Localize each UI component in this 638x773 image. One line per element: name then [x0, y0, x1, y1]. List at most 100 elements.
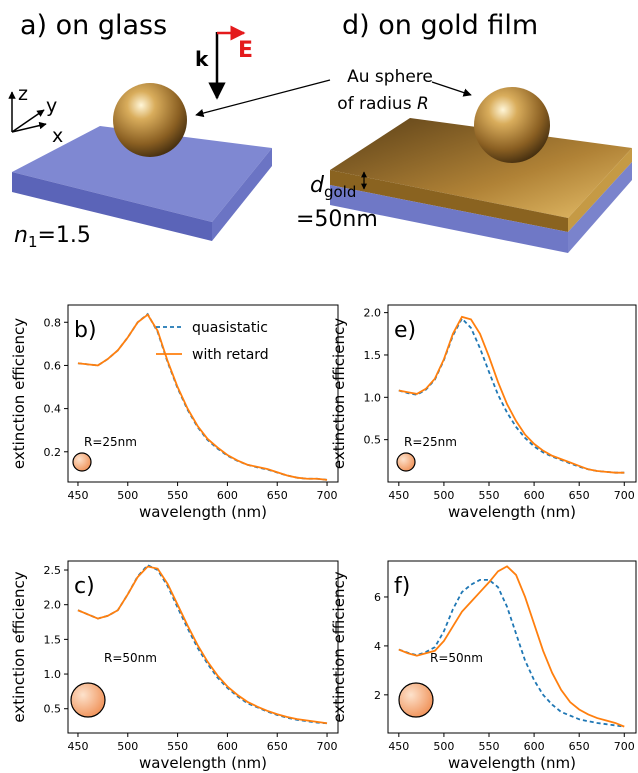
x-tick-label: 700 — [317, 740, 338, 753]
x-tick-label: 600 — [217, 740, 238, 753]
legend-label: quasistatic — [192, 320, 268, 336]
particle-icon — [398, 682, 434, 718]
series-line — [398, 578, 625, 728]
x-axis-label: wavelength (nm) — [139, 754, 267, 772]
x-tick-label: 700 — [317, 489, 338, 502]
x-tick-label: 450 — [388, 740, 409, 753]
particle-icon — [396, 452, 416, 472]
chart: 450 500 550 600 650 700 2 4 6 wavelength (nm) exti… — [330, 560, 637, 772]
gold-sphere — [474, 87, 550, 163]
x-tick-label: 550 — [479, 489, 500, 502]
thickness-subscript: gold — [324, 183, 356, 201]
x-tick-label: 700 — [614, 740, 635, 753]
legend-label: with retard — [192, 347, 269, 363]
axes-icon — [8, 91, 47, 133]
gold-film — [330, 118, 632, 253]
panel-label: f) — [394, 574, 410, 599]
sphere-label: Au sphere — [347, 67, 433, 87]
plot-area — [77, 564, 328, 725]
plot-frame — [67, 560, 339, 734]
x-tick-label: 600 — [217, 489, 238, 502]
panel-title: a) on glass — [20, 10, 167, 41]
y-tick-label: 1.5 — [44, 633, 62, 646]
x-tick-label: 650 — [569, 489, 590, 502]
plot-area — [398, 315, 625, 474]
series-line — [398, 565, 625, 728]
chart: 450 500 550 600 650 700 0.5 1.0 1.5 2.0 2.5 wavelen… — [10, 560, 339, 772]
x-tick-label: 650 — [569, 740, 590, 753]
particle-icon — [70, 682, 106, 718]
y-axis-label: extinction efficiency — [10, 571, 28, 722]
y-axis-label: extinction efficiency — [10, 318, 28, 469]
y-tick-label: 0.8 — [44, 316, 62, 329]
x-axis-label: wavelength (nm) — [448, 503, 576, 521]
x-tick-label: 450 — [67, 740, 88, 753]
y-tick-label: 1.0 — [44, 668, 62, 681]
x-tick-label: 500 — [433, 740, 454, 753]
y-tick-label: 0.4 — [44, 403, 62, 416]
index-value: =1.5 — [38, 223, 91, 248]
y-tick-label: 0.2 — [44, 446, 62, 459]
e-label: E — [238, 38, 253, 63]
callout-arrow — [195, 79, 331, 118]
plot-frame — [387, 304, 637, 483]
x-tick-label: 600 — [524, 740, 545, 753]
x-axis-label: wavelength (nm) — [448, 754, 576, 772]
thickness-value: =50nm — [296, 207, 378, 232]
thickness-label: dgold — [310, 173, 356, 201]
thickness-symbol: d — [310, 173, 325, 198]
index-symbol: n — [14, 223, 28, 248]
y-tick-label: 0.5 — [44, 703, 62, 716]
x-tick-label: 500 — [117, 489, 138, 502]
plot-frame — [387, 560, 637, 734]
y-tick-label: 0.6 — [44, 359, 62, 372]
series-line — [77, 312, 328, 481]
glass-substrate — [12, 126, 272, 241]
panel-label: b) — [74, 318, 97, 343]
panel-label: e) — [394, 318, 416, 343]
particle-icon — [72, 452, 92, 472]
panel-label: c) — [74, 574, 95, 599]
axis-z-label: z — [18, 83, 28, 105]
chart: 450 500 550 600 650 700 0.2 0.4 0.6 0.8 wavelength… — [10, 304, 339, 521]
series-line — [77, 565, 328, 725]
annotation: R=25nm — [84, 435, 137, 449]
x-tick-label: 550 — [479, 740, 500, 753]
y-tick-label: 4 — [374, 640, 381, 653]
y-tick-label: 6 — [374, 591, 381, 604]
plot-area — [398, 565, 625, 728]
annotation: R=50nm — [430, 651, 483, 665]
radius-symbol: R — [417, 94, 429, 114]
sphere-label: of radius R — [337, 94, 429, 114]
y-tick-label: 0.5 — [364, 434, 382, 447]
x-tick-label: 600 — [524, 489, 545, 502]
y-tick-label: 2.0 — [44, 599, 62, 612]
x-tick-label: 450 — [388, 489, 409, 502]
axis-y-label: y — [46, 95, 57, 117]
callout-arrow — [431, 81, 472, 97]
y-tick-label: 2.5 — [44, 564, 62, 577]
plot-area — [77, 312, 328, 481]
y-axis-label: extinction efficiency — [330, 318, 348, 469]
x-tick-label: 700 — [614, 489, 635, 502]
y-tick-label: 2.0 — [364, 307, 382, 320]
index-label: n1=1.5 — [14, 223, 91, 251]
axis-x-label: x — [52, 125, 63, 147]
y-tick-label: 1.5 — [364, 349, 382, 362]
series-line — [77, 313, 328, 481]
annotation: R=25nm — [404, 435, 457, 449]
annotation: R=50nm — [104, 651, 157, 665]
x-tick-label: 450 — [67, 489, 88, 502]
plot-frame — [67, 304, 339, 483]
x-tick-label: 550 — [167, 740, 188, 753]
chart: 450 500 550 600 650 700 0.5 1.0 1.5 2.0 wavelength… — [330, 304, 637, 521]
index-subscript: 1 — [28, 233, 38, 251]
panel-title: d) on gold film — [342, 10, 538, 41]
series-line — [398, 317, 625, 474]
y-tick-label: 1.0 — [364, 391, 382, 404]
x-tick-label: 500 — [117, 740, 138, 753]
series-line — [77, 564, 328, 725]
x-tick-label: 500 — [433, 489, 454, 502]
